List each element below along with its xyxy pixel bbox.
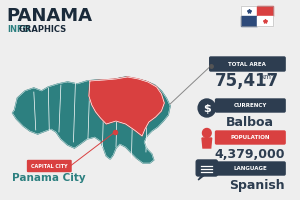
Text: 4,379,000: 4,379,000 bbox=[214, 148, 285, 161]
Bar bbox=[256, 16, 273, 26]
Text: km²: km² bbox=[260, 74, 274, 80]
Text: Balboa: Balboa bbox=[226, 116, 274, 129]
Text: CURRENCY: CURRENCY bbox=[234, 103, 267, 108]
Bar bbox=[241, 6, 256, 16]
Text: GRAPHICS: GRAPHICS bbox=[18, 25, 67, 34]
Text: POPULATION: POPULATION bbox=[231, 135, 270, 140]
Text: $: $ bbox=[203, 104, 211, 114]
Polygon shape bbox=[13, 77, 170, 163]
FancyBboxPatch shape bbox=[215, 162, 285, 175]
FancyBboxPatch shape bbox=[210, 57, 285, 71]
Text: CAPITAL CITY: CAPITAL CITY bbox=[31, 164, 68, 169]
FancyBboxPatch shape bbox=[196, 160, 218, 176]
FancyBboxPatch shape bbox=[215, 99, 285, 112]
Bar bbox=[241, 16, 256, 26]
Polygon shape bbox=[202, 138, 212, 148]
Polygon shape bbox=[198, 174, 206, 180]
Text: INFO: INFO bbox=[7, 25, 29, 34]
Text: LANGUAGE: LANGUAGE bbox=[233, 166, 267, 171]
Text: Spanish: Spanish bbox=[229, 179, 285, 192]
Text: Panama City: Panama City bbox=[13, 173, 86, 183]
Text: TOTAL AREA: TOTAL AREA bbox=[229, 62, 266, 66]
Polygon shape bbox=[89, 77, 164, 136]
Circle shape bbox=[198, 99, 215, 117]
Text: 75,417: 75,417 bbox=[214, 72, 279, 90]
Bar bbox=[256, 6, 273, 16]
Circle shape bbox=[202, 129, 211, 138]
Bar bbox=[241, 6, 273, 26]
Text: PANAMA: PANAMA bbox=[7, 7, 93, 25]
FancyBboxPatch shape bbox=[215, 131, 285, 144]
FancyBboxPatch shape bbox=[28, 160, 71, 171]
